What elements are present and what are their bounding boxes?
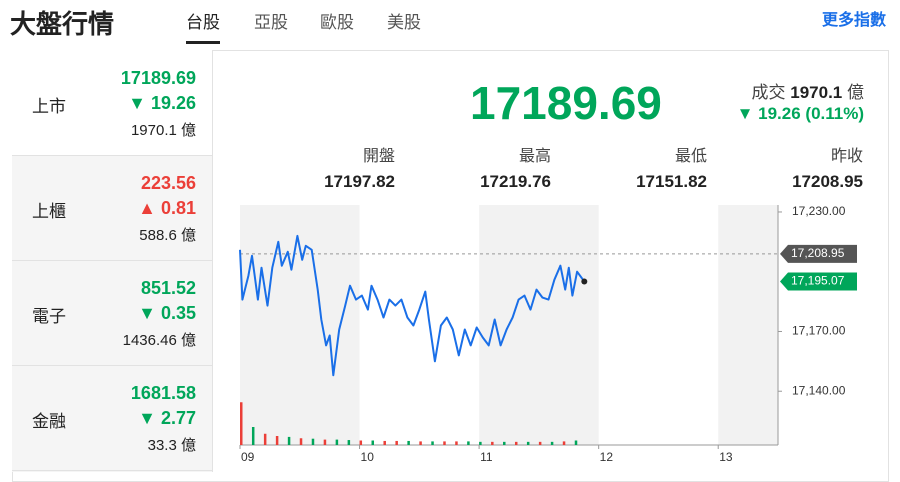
last-point <box>581 278 588 285</box>
stat-label: 最低 <box>674 148 707 165</box>
volume-bar <box>311 438 315 445</box>
turnover: 成交 1970.1 億 <box>752 78 864 103</box>
volume-bar <box>443 441 446 445</box>
market-change: ▼ 19.26 <box>128 93 196 113</box>
volume-bar <box>359 440 363 445</box>
chart: 09 10 11 12 13 17,140.00 17,170.00 17,230.00 17,… <box>239 204 857 464</box>
tab[interactable]: 歐股 <box>320 13 354 32</box>
session-band <box>718 205 778 445</box>
y-tick-label: 17,140.00 <box>792 383 846 397</box>
volume-bar <box>574 440 578 445</box>
stat: 昨收 17208.95 <box>713 142 863 192</box>
x-tick-label: 10 <box>361 450 375 464</box>
volume-bar <box>263 433 267 445</box>
x-tick-label: 12 <box>600 450 614 464</box>
tab[interactable]: 美股 <box>387 13 421 32</box>
market-name: 上櫃 <box>32 202 66 221</box>
turnover-label: 成交 <box>751 83 786 102</box>
turnover-value: 1970.1 <box>790 83 843 102</box>
volume-bar <box>514 441 518 445</box>
volume-bar <box>335 439 339 445</box>
page: 大盤行情 台股 亞股 歐股 美股 更多指數 上市 17189.69 ▼ 19.26 1… <box>10 8 889 482</box>
price-tag-label: 17,195.07 <box>791 274 845 288</box>
price-tag <box>780 244 857 263</box>
volume-bar <box>526 441 530 445</box>
y-tick-label: 17,170.00 <box>792 324 846 338</box>
volume-bar <box>455 441 458 445</box>
price-tag-label: 17,208.95 <box>791 246 845 260</box>
volume-bar <box>431 441 434 445</box>
volume-bar <box>287 436 291 445</box>
index-change: ▼ 19.26 (0.11%) <box>736 104 864 123</box>
stat-value: 17208.95 <box>792 172 863 191</box>
volume-bar <box>323 439 327 445</box>
market-name: 電子 <box>32 307 66 326</box>
volume-bar <box>491 441 494 445</box>
stat-value: 17219.76 <box>480 172 551 191</box>
market-volume: 1970.1 億 <box>130 122 196 139</box>
market-volume: 1436.46 億 <box>122 332 196 349</box>
x-tick-label: 11 <box>480 450 493 464</box>
volume-bar <box>407 440 410 445</box>
stat: 開盤 17197.82 <box>245 142 395 192</box>
market-list: 上市 17189.69 ▼ 19.26 1970.1 億上櫃 223.56 ▲ 0.81 5… <box>12 50 213 472</box>
stat-label: 昨收 <box>830 148 863 165</box>
tab[interactable]: 台股 <box>186 8 220 44</box>
price-tag <box>780 272 857 291</box>
stat-value: 17197.82 <box>324 172 395 191</box>
market-change: ▼ 2.77 <box>138 408 196 428</box>
volume-bar <box>383 440 386 445</box>
volume-bar <box>251 427 255 445</box>
market-name: 上市 <box>32 97 66 116</box>
stat: 最高 17219.76 <box>401 142 551 192</box>
index-price: 17189.69 <box>470 77 662 129</box>
market-item[interactable]: 金融 1681.58 ▼ 2.77 33.3 億 <box>12 365 212 471</box>
market-volume: 33.3 億 <box>147 437 196 454</box>
market-change: ▼ 0.35 <box>138 303 196 323</box>
market-price: 851.52 <box>140 278 196 298</box>
more-link[interactable]: 更多指數 <box>821 12 886 29</box>
market-price: 17189.69 <box>120 68 196 88</box>
market-name: 金融 <box>32 412 66 431</box>
tab[interactable]: 亞股 <box>254 13 288 32</box>
price-line <box>239 234 586 377</box>
x-tick-label: 13 <box>719 450 733 464</box>
market-price: 223.56 <box>140 173 196 193</box>
volume-bar <box>299 438 303 445</box>
y-tick-label: 17,230.00 <box>792 204 846 218</box>
session-band <box>240 205 360 445</box>
volume-bar <box>371 440 375 445</box>
x-tick-label: 09 <box>241 450 255 464</box>
volume-bar <box>240 402 243 445</box>
stat: 最低 17151.82 <box>557 142 707 192</box>
market-price: 1681.58 <box>130 383 196 403</box>
session-band <box>479 205 599 445</box>
volume-bar <box>419 441 422 445</box>
volume-bar <box>347 440 351 445</box>
stat-label: 最高 <box>518 148 551 165</box>
market-item[interactable]: 上櫃 223.56 ▲ 0.81 588.6 億 <box>12 155 212 261</box>
volume-bar <box>538 441 542 445</box>
market-item[interactable]: 電子 851.52 ▼ 0.35 1436.46 億 <box>12 260 212 366</box>
volume-bar <box>503 441 506 445</box>
volume-bar <box>562 441 566 445</box>
volume-bar <box>275 436 279 445</box>
volume-bar <box>395 440 398 445</box>
turnover-unit: 億 <box>847 83 864 102</box>
page-title: 大盤行情 <box>10 9 115 39</box>
stat-label: 開盤 <box>362 148 395 165</box>
volume-bar <box>467 441 470 445</box>
market-volume: 588.6 億 <box>139 227 196 244</box>
market-item[interactable]: 上市 17189.69 ▼ 19.26 1970.1 億 <box>12 50 212 156</box>
stat-value: 17151.82 <box>636 172 707 191</box>
market-change: ▲ 0.81 <box>138 198 196 218</box>
volume-bar <box>479 441 482 445</box>
volume-bar <box>550 441 554 445</box>
